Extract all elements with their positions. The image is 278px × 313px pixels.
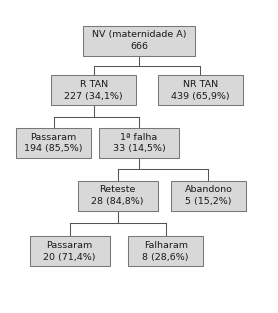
FancyBboxPatch shape — [99, 128, 179, 158]
Text: R TAN
227 (34,1%): R TAN 227 (34,1%) — [64, 80, 123, 101]
FancyBboxPatch shape — [158, 75, 243, 105]
Text: Abandono
5 (15,2%): Abandono 5 (15,2%) — [184, 185, 232, 206]
Text: Falharam
8 (28,6%): Falharam 8 (28,6%) — [142, 241, 189, 262]
FancyBboxPatch shape — [51, 75, 136, 105]
FancyBboxPatch shape — [128, 236, 203, 266]
FancyBboxPatch shape — [171, 181, 246, 211]
Text: Passaram
194 (85,5%): Passaram 194 (85,5%) — [24, 133, 83, 153]
Text: 1ª falha
33 (14,5%): 1ª falha 33 (14,5%) — [113, 133, 165, 153]
FancyBboxPatch shape — [29, 236, 110, 266]
Text: Passaram
20 (71,4%): Passaram 20 (71,4%) — [43, 241, 96, 262]
Text: NV (maternidade A)
666: NV (maternidade A) 666 — [92, 30, 186, 51]
Text: NR TAN
439 (65,9%): NR TAN 439 (65,9%) — [171, 80, 230, 101]
FancyBboxPatch shape — [83, 26, 195, 56]
FancyBboxPatch shape — [78, 181, 158, 211]
Text: Reteste
28 (84,8%): Reteste 28 (84,8%) — [91, 185, 144, 206]
FancyBboxPatch shape — [16, 128, 91, 158]
